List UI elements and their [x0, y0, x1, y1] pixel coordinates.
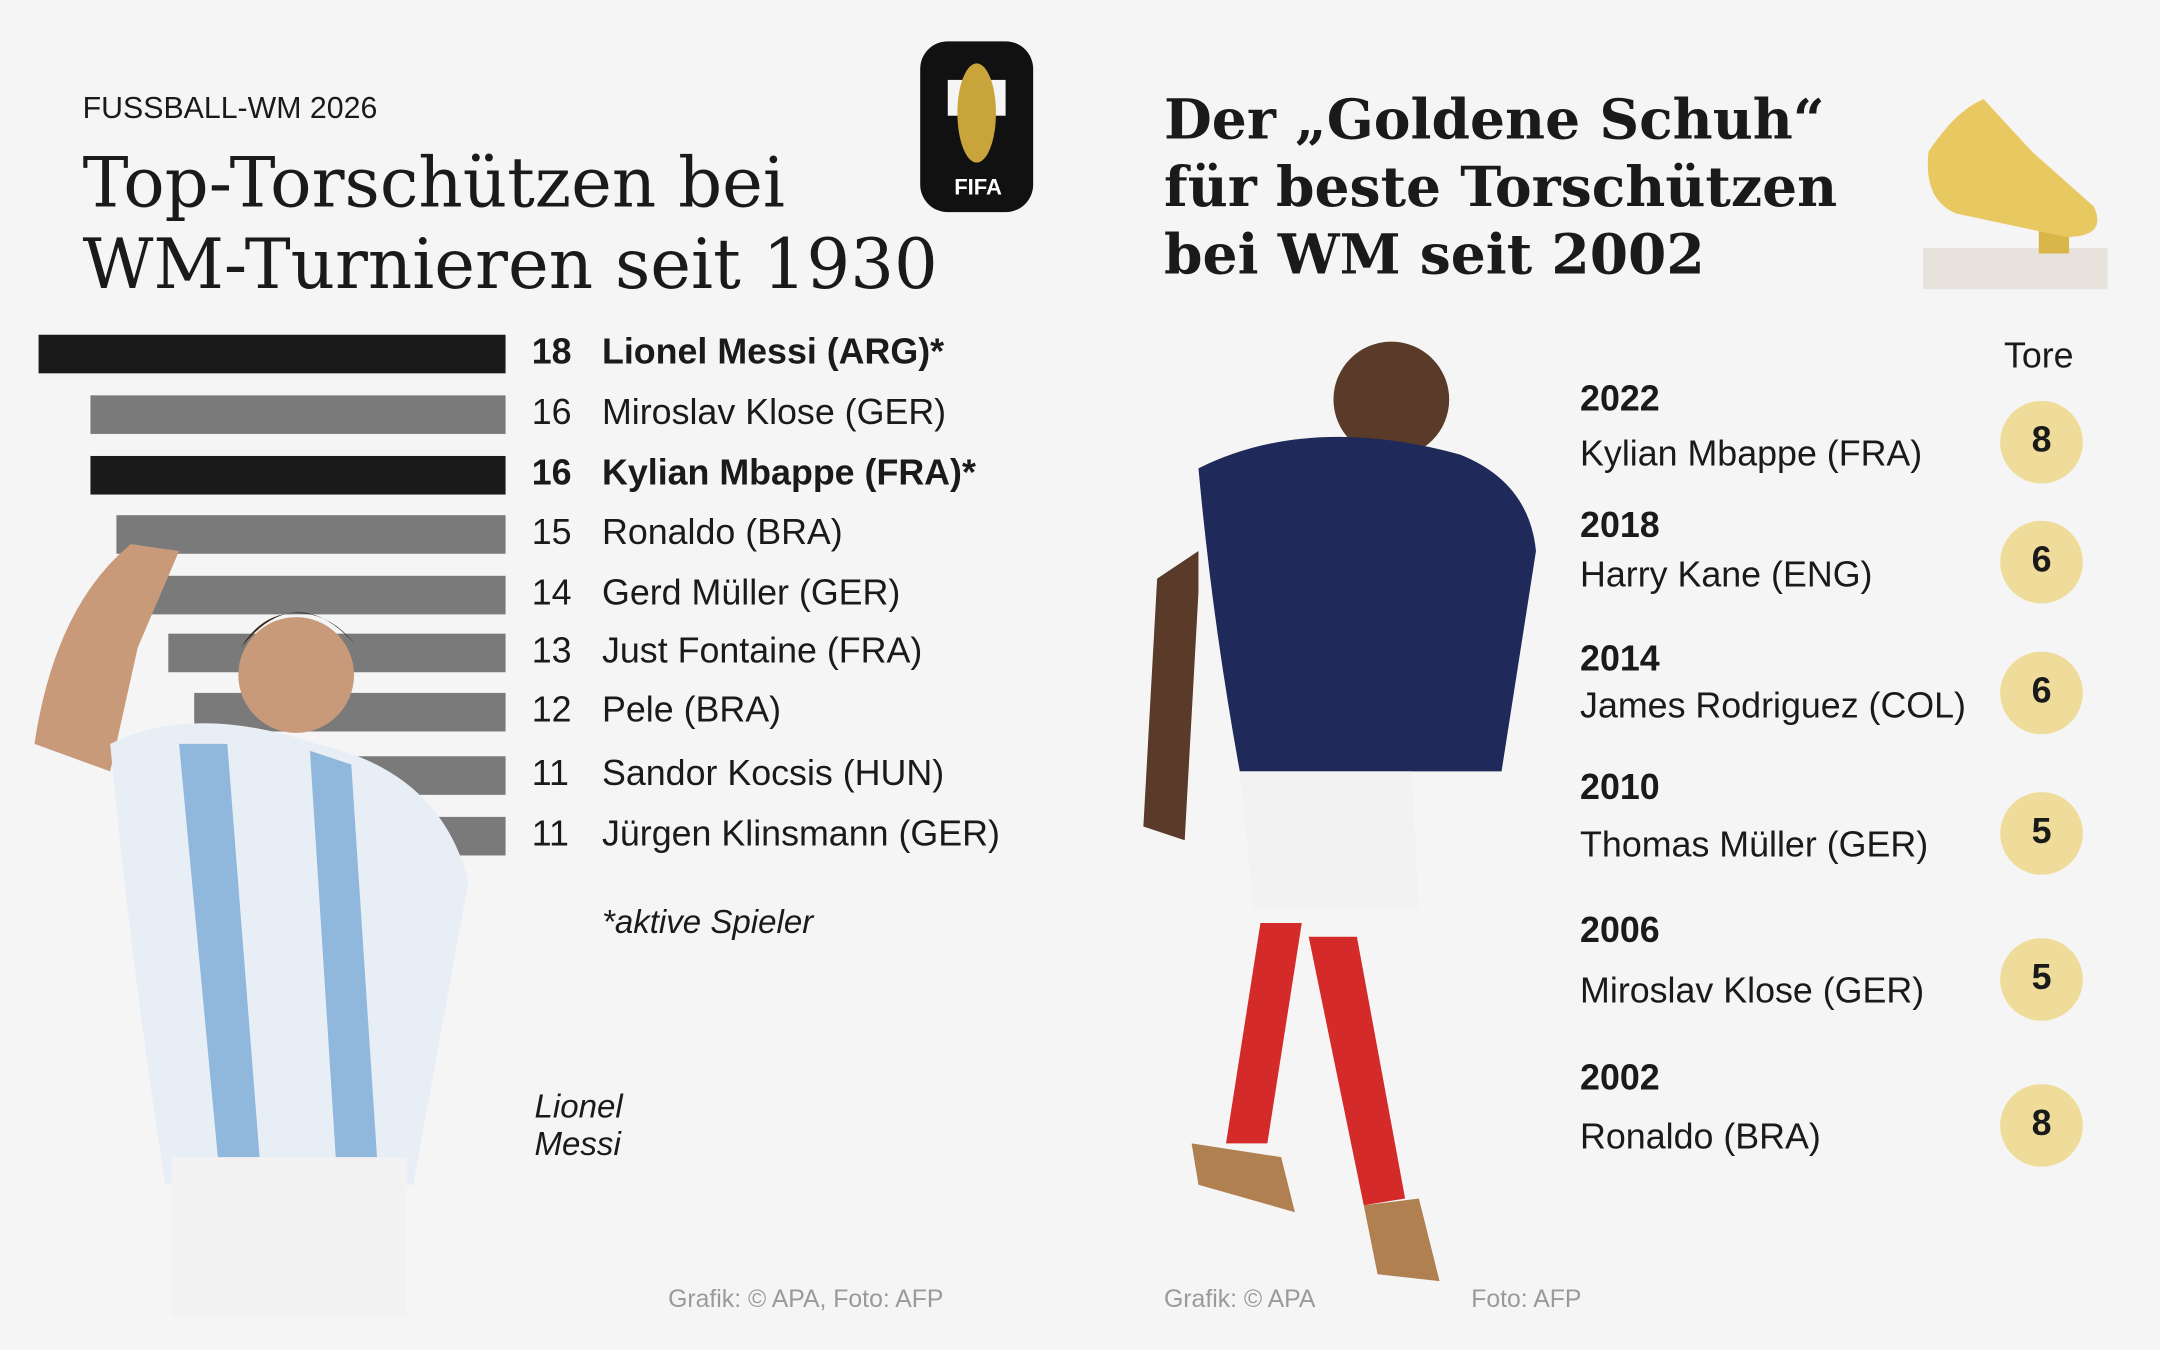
- player-name: Ronaldo (BRA): [602, 512, 843, 552]
- winner: Miroslav Klose (GER): [1580, 971, 1924, 1011]
- player-name: Lionel Messi (ARG)*: [602, 331, 944, 371]
- goal-badge: [2000, 938, 2083, 1021]
- mbappe-photo: [1143, 341, 1536, 1282]
- winner: Ronaldo (BRA): [1580, 1117, 1821, 1157]
- credit: Grafik: © APA: [1164, 1286, 1316, 1313]
- goals: 5: [2032, 811, 2052, 851]
- value-label: 16: [532, 392, 572, 432]
- logo-text: FIFA: [954, 175, 1002, 200]
- winner: Thomas Müller (GER): [1580, 825, 1928, 865]
- credit: Grafik: © APA, Foto: AFP: [668, 1286, 943, 1313]
- shoe-title: bei WM seit 2002: [1164, 222, 1705, 287]
- title: WM-Turnieren seit 1930: [83, 225, 938, 305]
- player-name: Miroslav Klose (GER): [602, 392, 946, 432]
- value-label: 11: [532, 814, 569, 854]
- value-label: 12: [532, 690, 572, 730]
- goal-badge: [2000, 400, 2083, 484]
- bar: [116, 515, 506, 554]
- bar: [90, 455, 506, 495]
- fifa-logo: FIFA: [920, 41, 1034, 213]
- player-name: Pele (BRA): [602, 690, 781, 730]
- goal-badge: [2000, 1084, 2083, 1167]
- goal-badge: [2000, 520, 2083, 604]
- value-label: 15: [532, 512, 572, 552]
- year: 2002: [1580, 1057, 1660, 1097]
- column-header: Tore: [2004, 336, 2074, 376]
- shoe-title: für beste Torschützen: [1164, 154, 1837, 219]
- winner: Harry Kane (ENG): [1580, 555, 1872, 595]
- player-name: Kylian Mbappe (FRA)*: [602, 453, 976, 493]
- goal-badge: [2000, 651, 2083, 735]
- player-name: Sandor Kocsis (HUN): [602, 753, 944, 793]
- photo-caption: Lionel: [534, 1089, 624, 1126]
- footnote: *aktive Spieler: [602, 904, 815, 941]
- title: Top-Torschützen bei: [83, 144, 785, 224]
- year: 2014: [1580, 639, 1660, 679]
- year: 2006: [1580, 910, 1660, 950]
- value-label: 16: [532, 453, 572, 493]
- player-name: Just Fontaine (FRA): [602, 630, 922, 670]
- player-name: Jürgen Klinsmann (GER): [602, 814, 1000, 854]
- bar: [194, 692, 506, 732]
- player-name: Gerd Müller (GER): [602, 573, 900, 613]
- shoe-title: Der „Goldene Schuh“: [1164, 87, 1825, 152]
- goals: 6: [2032, 539, 2052, 579]
- goals: 8: [2032, 420, 2052, 460]
- winner: Kylian Mbappe (FRA): [1580, 433, 1922, 473]
- value-label: 14: [532, 573, 572, 613]
- messi-photo: [34, 544, 469, 1316]
- golden-shoe-icon: [1923, 99, 2108, 290]
- winner: James Rodriguez (COL): [1580, 686, 1966, 726]
- goals: 6: [2032, 670, 2052, 710]
- credit: Foto: AFP: [1471, 1286, 1581, 1313]
- value-label: 11: [532, 753, 569, 793]
- goals: 5: [2032, 957, 2052, 997]
- goal-badge: [2000, 792, 2083, 875]
- value-label: 18: [532, 331, 572, 371]
- goals: 8: [2032, 1103, 2052, 1143]
- bar: [38, 334, 506, 374]
- kicker: FUSSBALL-WM 2026: [83, 92, 378, 125]
- year: 2018: [1580, 505, 1660, 545]
- year: 2022: [1580, 378, 1660, 418]
- bar: [142, 575, 506, 615]
- photo-caption: Messi: [534, 1126, 622, 1163]
- value-label: 13: [532, 630, 572, 670]
- bar: [90, 395, 506, 434]
- year: 2010: [1580, 767, 1660, 807]
